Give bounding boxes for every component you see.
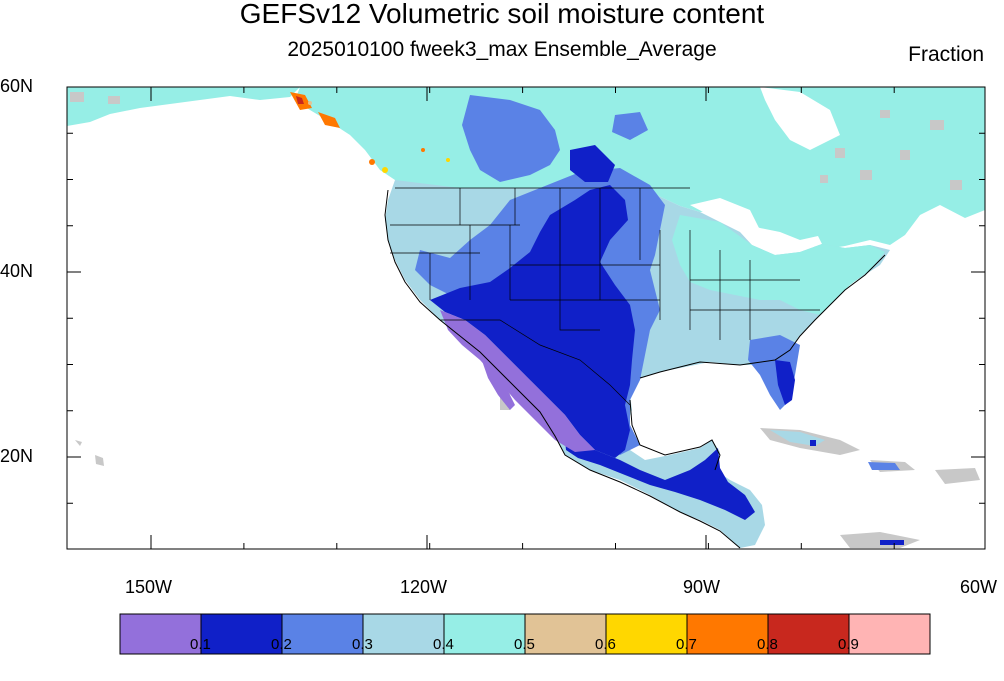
colorbar-swatch [362, 613, 445, 655]
colorbar-tick-label: 0.5 [514, 636, 535, 653]
units-label: Fraction [908, 43, 984, 66]
colorbar-swatch [443, 613, 526, 655]
caribbean-spot [810, 440, 816, 446]
lon-label-90w: 90W [683, 577, 721, 597]
colorbar-tick-label: 0.6 [595, 636, 616, 653]
lat-label-40n: 40N [0, 261, 34, 281]
lon-label-150w: 150W [125, 577, 173, 597]
colorbar-tick-label: 0.2 [271, 636, 292, 653]
colorbar-tick-label: 0.3 [352, 636, 373, 653]
lat-label-60n: 60N [0, 76, 34, 96]
southwest-dark-blue [430, 185, 635, 458]
axis-ticks [67, 86, 986, 549]
plot-subtitle: 2025010100 fweek3_max Ensemble_Average [287, 38, 717, 61]
great-lakes [690, 198, 822, 255]
lon-label-60w: 60W [960, 577, 998, 597]
colorbar-tick-label: 0.1 [190, 636, 211, 653]
colorbar-swatch [281, 613, 364, 655]
hispaniola [868, 462, 900, 470]
map-field [67, 87, 985, 549]
colorbar-swatch [119, 613, 202, 655]
colorbar-swatch [524, 613, 607, 655]
plot-title: GEFSv12 Volumetric soil moisture content [239, 0, 765, 29]
baja-purple [480, 355, 515, 410]
canada-blue [462, 95, 560, 182]
colorbar-tick-label: 0.4 [433, 636, 454, 653]
political-borders [390, 187, 820, 406]
colorbar-tick-label: 0.9 [838, 636, 859, 653]
lon-label-120w: 120W [400, 577, 448, 597]
florida-dark-blue [775, 360, 795, 405]
northeast-us [672, 215, 885, 315]
mexico-dark-blue [565, 440, 755, 520]
colorbar-swatch [200, 613, 283, 655]
alaska-land [67, 87, 300, 126]
mexico-purple [440, 310, 595, 452]
canada-dark-blue [570, 145, 615, 182]
colorbar-swatch [848, 613, 931, 655]
canada-blue-2 [612, 112, 648, 140]
colorbar [119, 613, 931, 655]
colorbar-swatch [686, 613, 769, 655]
colorbar-tick-label: 0.7 [676, 636, 697, 653]
lat-label-20n: 20N [0, 446, 34, 466]
hudson-bay [760, 87, 840, 150]
colorbar-swatch [605, 613, 688, 655]
colorbar-tick-label: 0.8 [757, 636, 778, 653]
south-america-spot [880, 540, 904, 545]
colorbar-swatch [767, 613, 850, 655]
coastlines [384, 189, 886, 549]
high-value-spots [290, 92, 450, 173]
